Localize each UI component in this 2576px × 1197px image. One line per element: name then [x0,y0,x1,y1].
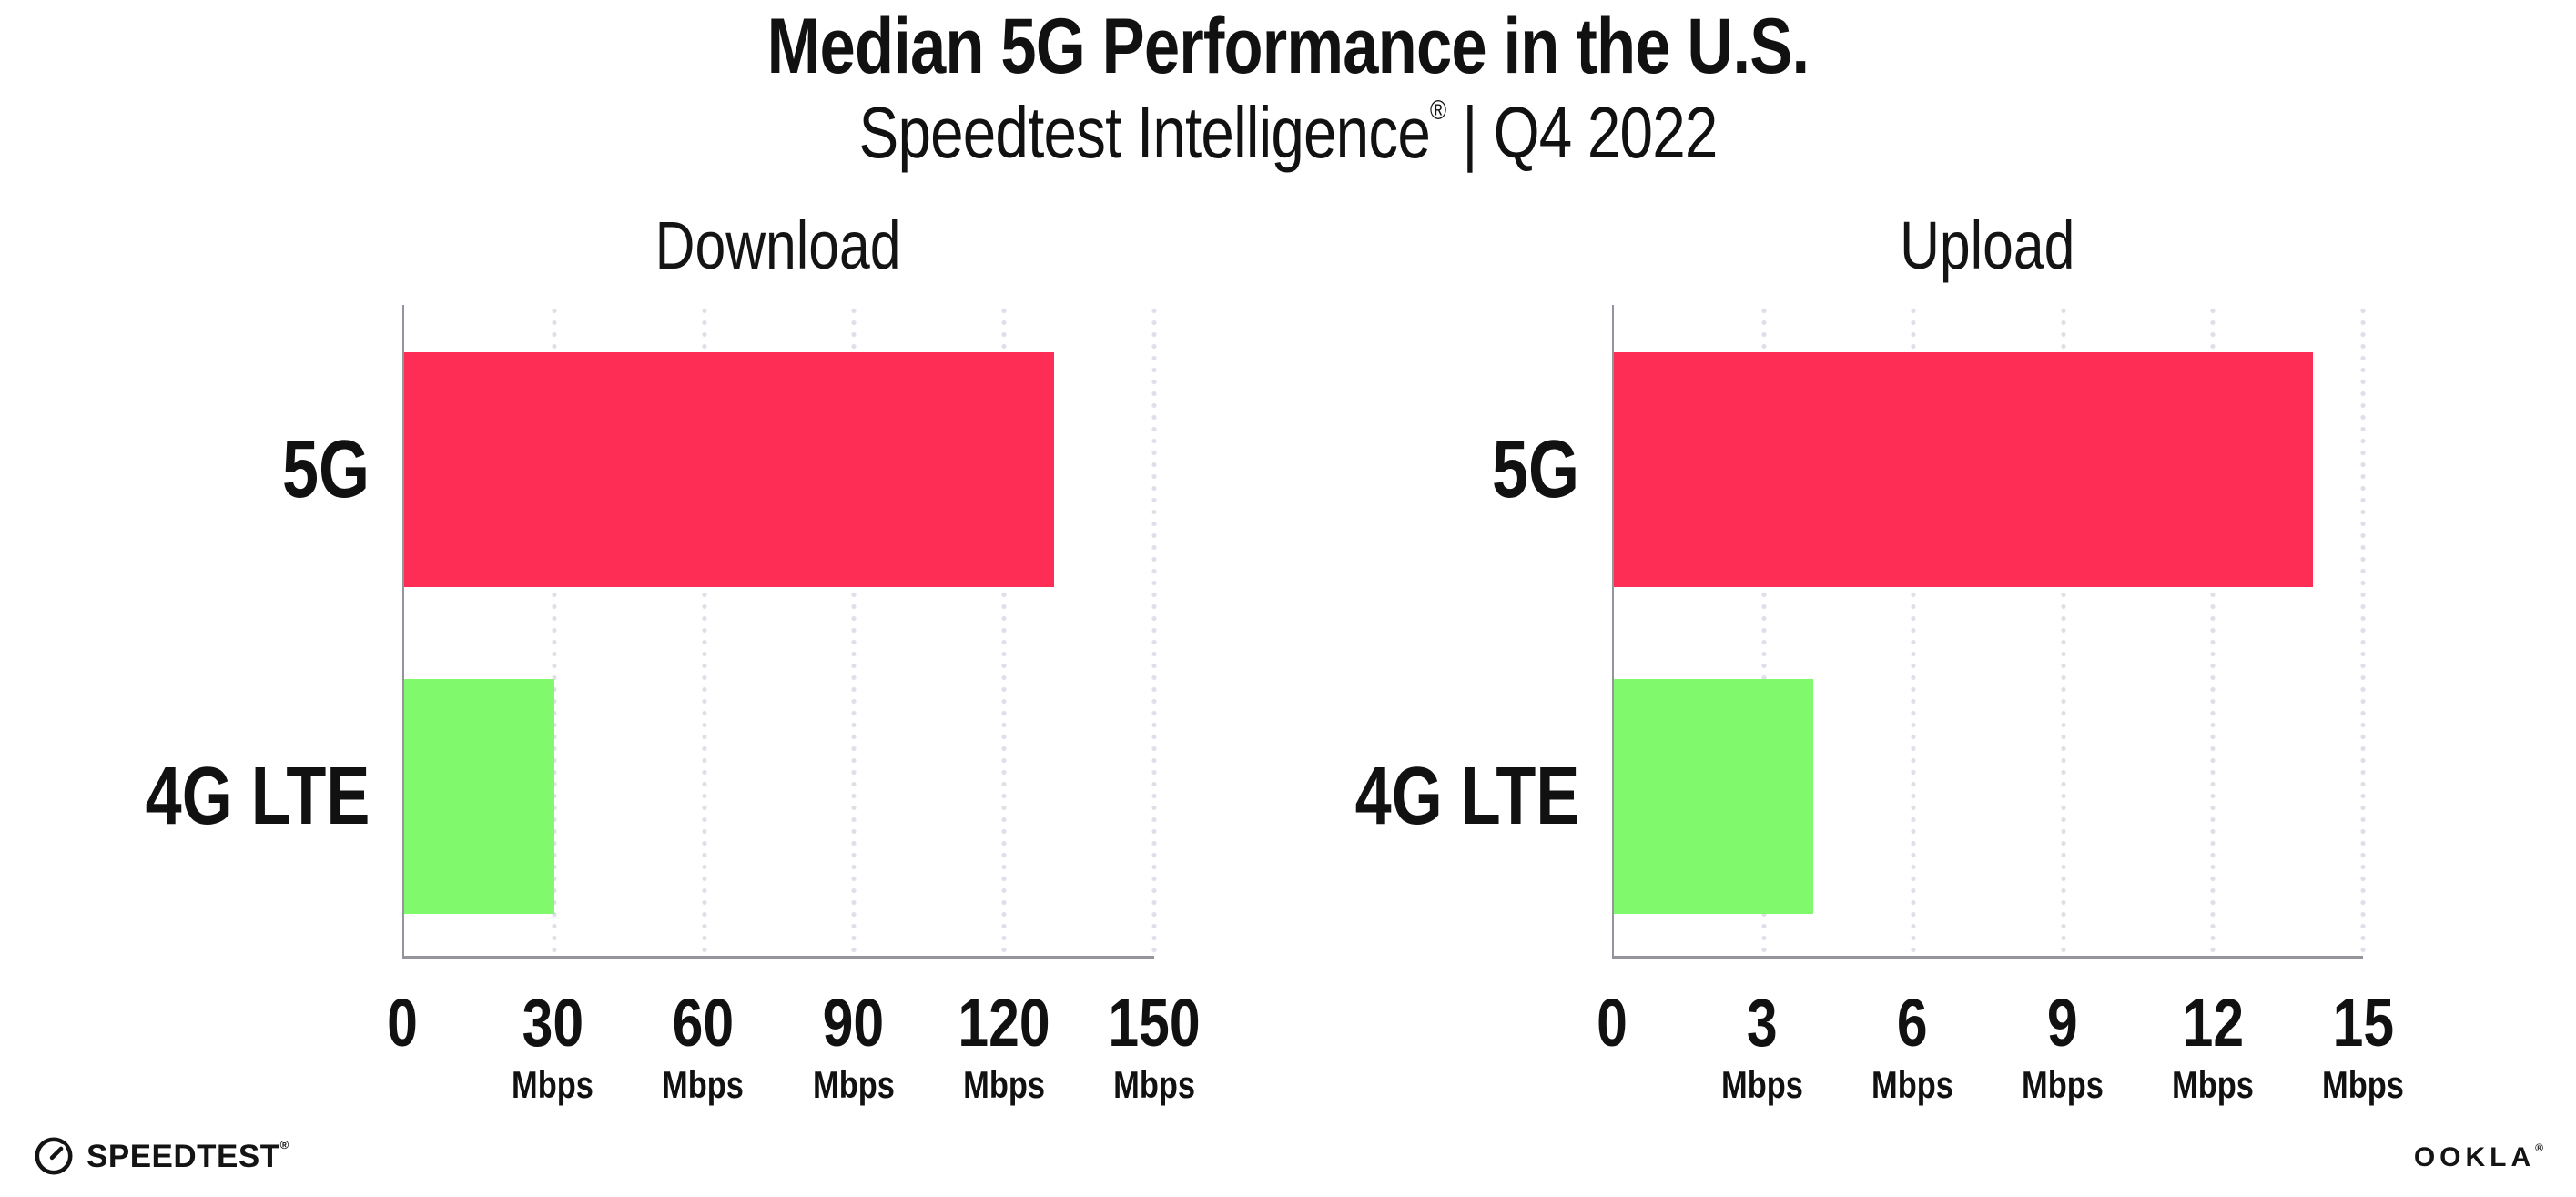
upload-chart-title: Upload [1900,208,2075,283]
speedtest-logo-text: SPEEDTEST® [86,1137,289,1174]
x-tick-0: 0 [383,989,421,1057]
upload-plot-area [1612,305,2367,959]
x-tick-120: 120 Mbps [948,989,1060,1104]
5g-bar [1614,352,2314,587]
x-tick-unit: Mbps [2172,1063,2254,1106]
x-tick-unit: Mbps [2022,1063,2104,1106]
x-tick-value: 30 [522,985,583,1060]
ookla-logo-text: OOKLA [2413,1142,2536,1172]
gridline-60-mbps [701,305,708,956]
speedtest-trademark-icon: ® [279,1137,289,1151]
page-title: Median 5G Performance in the U.S. [0,3,2576,90]
x-tick-6: 6 Mbps [1862,989,1962,1104]
x-tick-value: 0 [1597,985,1628,1060]
subtitle-brand: Speedtest Intelligence [858,92,1430,173]
gridline-120-mbps [1000,305,1008,956]
speedtest-logo: SPEEDTEST® [33,1135,289,1177]
x-tick-value: 9 [2047,985,2078,1060]
x-tick-unit: Mbps [662,1063,745,1106]
x-tick-150: 150 Mbps [1098,989,1210,1104]
x-tick-60: 60 Mbps [654,989,754,1104]
ookla-trademark-icon: ® [2535,1141,2543,1154]
registered-trademark-icon: ® [1429,96,1446,126]
page-subtitle: Speedtest Intelligence® | Q4 2022 [0,95,2576,171]
download-plot-area [402,305,1158,959]
gridline-12-mbps [2209,305,2216,956]
x-tick-9: 9 Mbps [2013,989,2113,1104]
gridline-90-mbps [850,305,857,956]
x-tick-unit: Mbps [512,1063,594,1106]
download-chart-title: Download [655,208,901,283]
x-tick-value: 150 [1108,985,1201,1060]
5g-bar [404,352,1055,587]
speedtest-gauge-icon [35,1137,73,1175]
upload-chart: Upload 5G 4G LTE 0 3 Mbps 6 Mbps 9 Mbps 12 Mbps 15 M… [1354,212,2404,1104]
x-tick-30: 30 Mbps [502,989,603,1104]
gridline-9-mbps [2060,305,2067,956]
x-tick-value: 0 [387,985,418,1060]
x-tick-unit: Mbps [812,1063,895,1106]
x-tick-unit: Mbps [2322,1063,2404,1106]
subtitle-period: Q4 2022 [1493,92,1719,173]
page-subtitle-text: Speedtest Intelligence® | Q4 2022 [858,92,1719,173]
x-tick-value: 15 [2332,985,2394,1060]
page-title-text: Median 5G Performance in the U.S. [766,3,1810,90]
x-tick-value: 3 [1747,985,1778,1060]
x-tick-90: 90 Mbps [804,989,904,1104]
category-label-5g: 5G [1491,424,1579,515]
x-tick-15: 15 Mbps [2313,989,2413,1104]
gridline-30-mbps [551,305,558,956]
x-tick-unit: Mbps [1871,1063,1953,1106]
x-tick-value: 12 [2182,985,2244,1060]
subtitle-separator: | [1462,92,1477,173]
x-tick-value: 60 [672,985,735,1060]
ookla-logo: OOKLA® [2414,1141,2543,1173]
gridline-3-mbps [1760,305,1768,956]
4g-lte-bar [1614,679,1814,914]
category-label-4g-lte: 4G LTE [145,751,370,842]
x-tick-3: 3 Mbps [1712,989,1812,1104]
download-chart: Download 5G 4G LTE 0 30 Mbps 60 Mbps 90 Mbps 120 M… [145,212,1200,1104]
x-tick-0: 0 [1593,989,1630,1057]
gridline-6-mbps [1910,305,1917,956]
category-label-4g-lte: 4G LTE [1354,751,1579,842]
x-tick-unit: Mbps [1113,1063,1195,1106]
x-tick-12: 12 Mbps [2163,989,2263,1104]
x-tick-unit: Mbps [962,1063,1045,1106]
4g-lte-bar [404,679,554,914]
x-tick-value: 90 [822,985,885,1060]
x-tick-unit: Mbps [1721,1063,1803,1106]
category-label-5g: 5G [281,424,370,515]
gridline-150-mbps [1151,305,1158,956]
x-tick-value: 6 [1897,985,1928,1060]
x-tick-value: 120 [958,985,1050,1060]
gridline-15-mbps [2359,305,2367,956]
